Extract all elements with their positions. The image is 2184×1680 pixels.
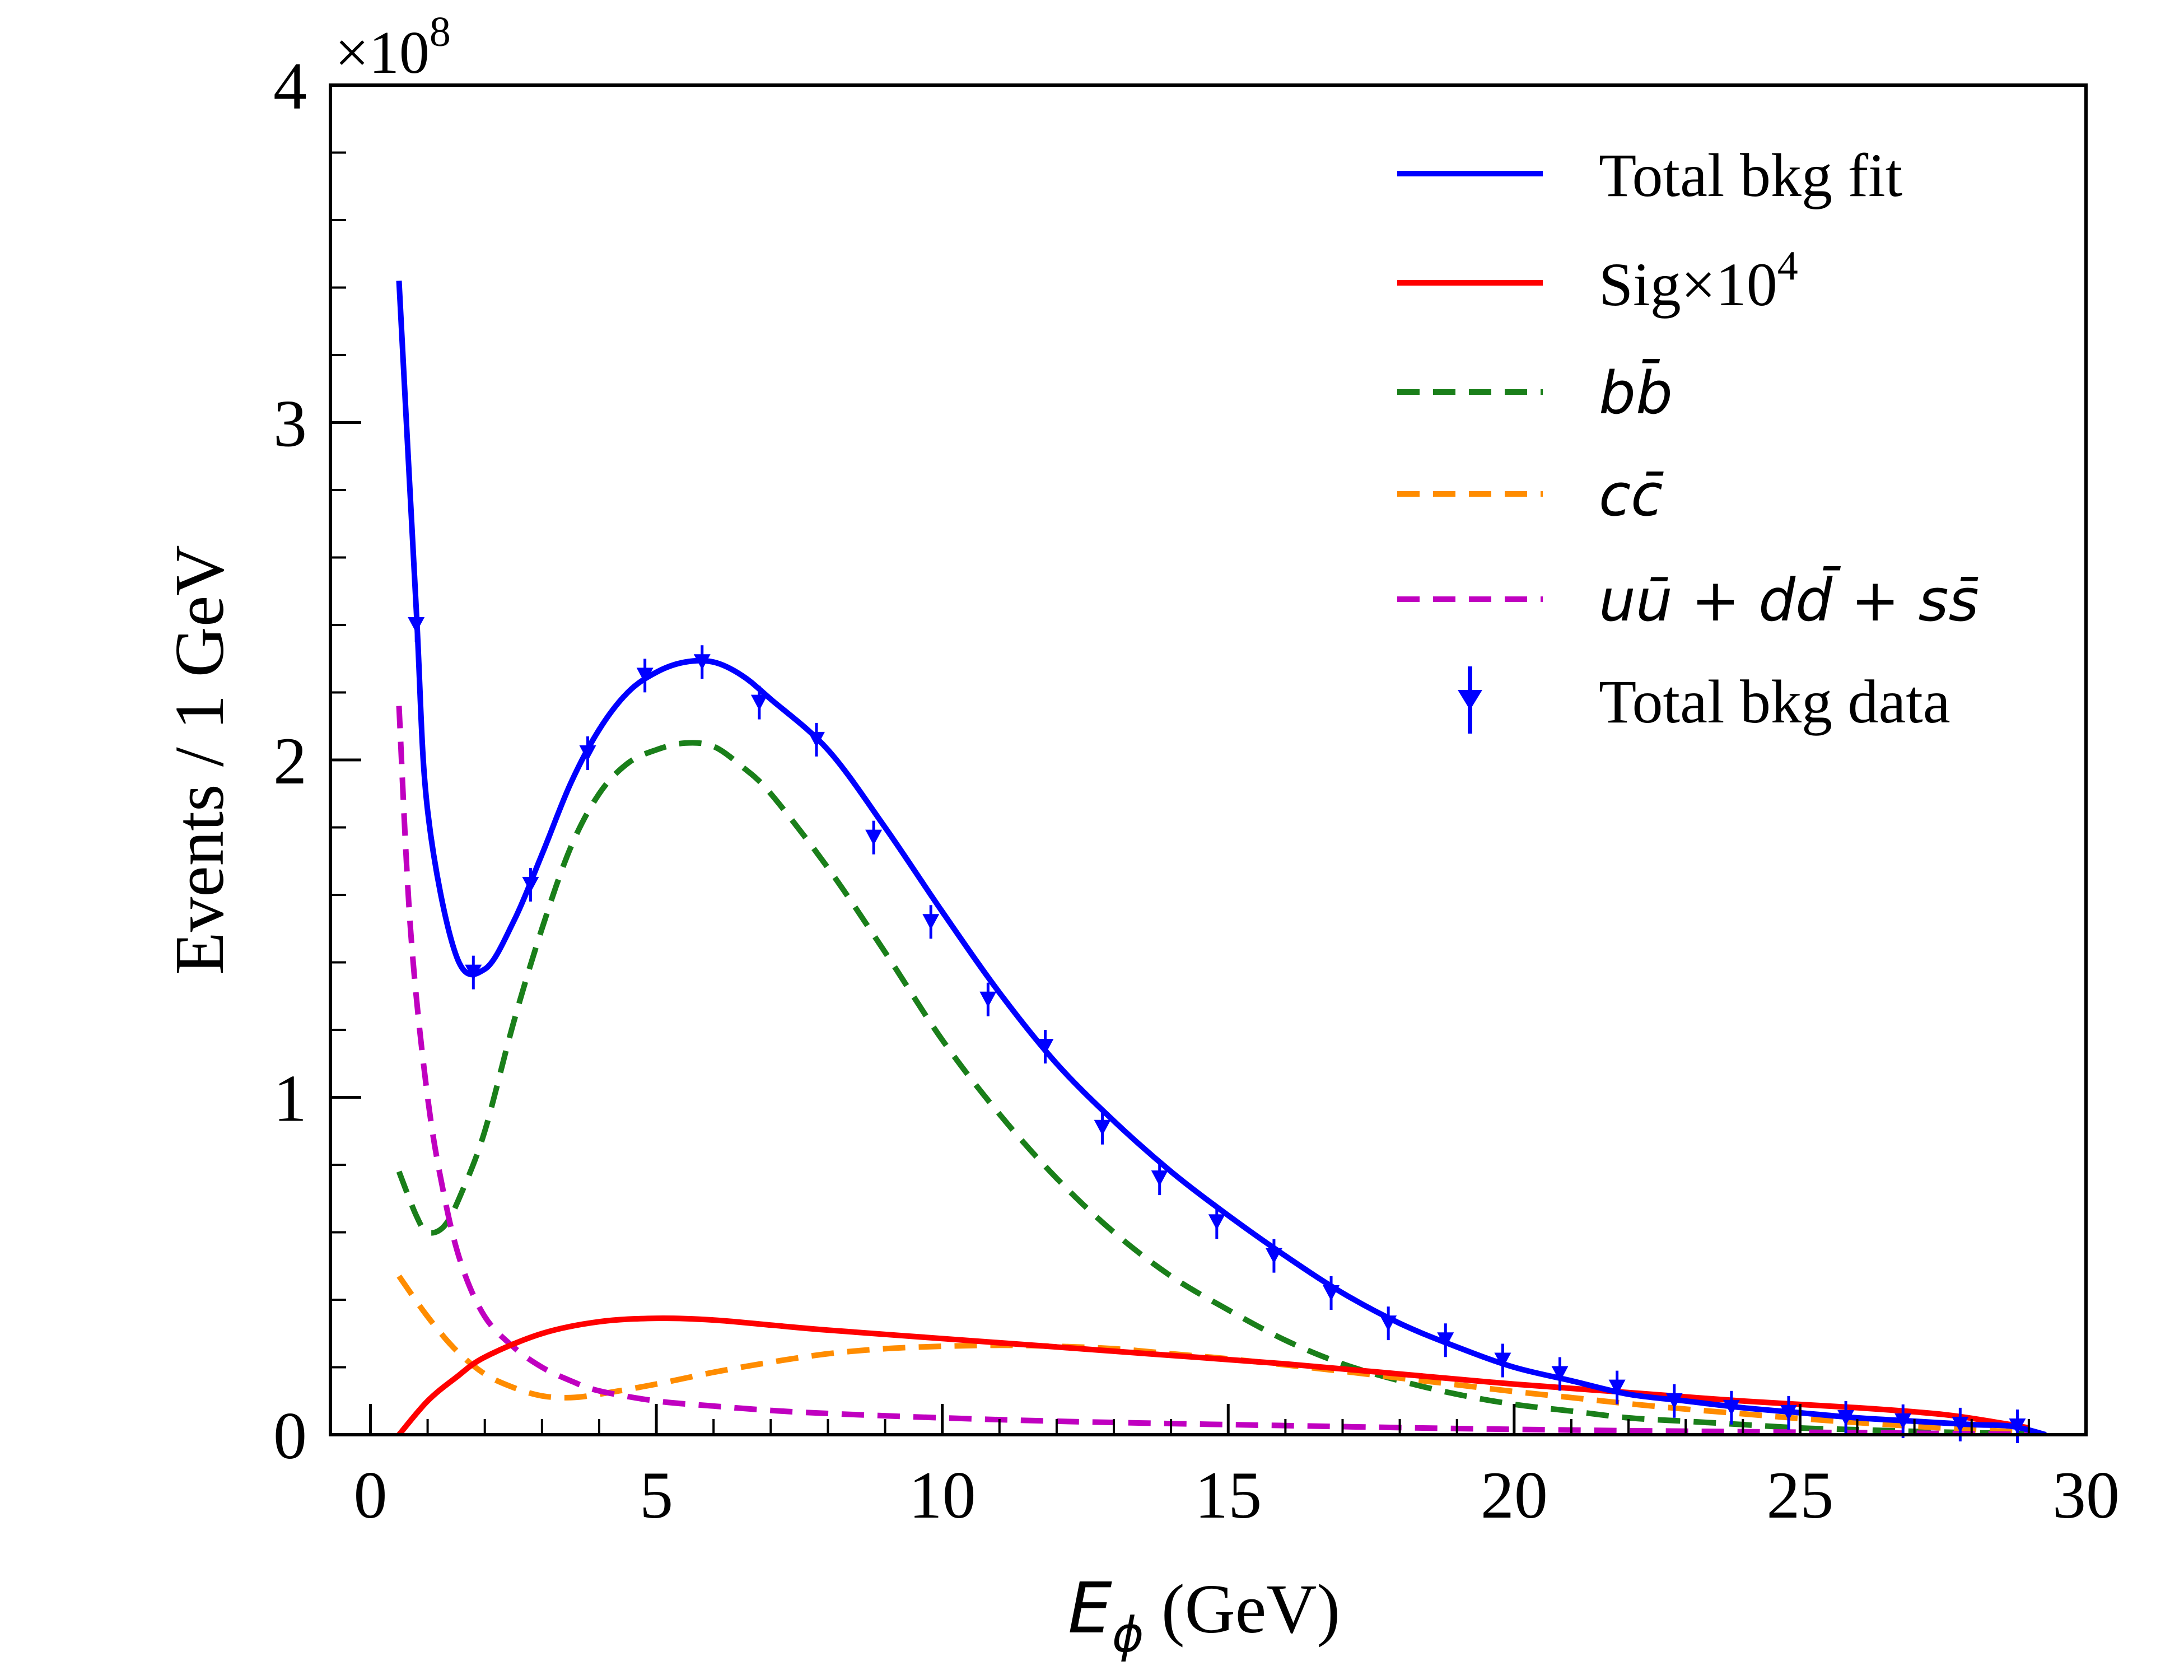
y-tick-label: 2 (273, 724, 307, 798)
data-point (1094, 1119, 1111, 1136)
data-point (1494, 1352, 1511, 1369)
x-tick-label: 10 (909, 1458, 976, 1532)
data-point (522, 876, 539, 893)
x-axis-title-symbol: E (1068, 1568, 1112, 1649)
data-point (922, 914, 940, 930)
data-points-layer (408, 608, 2026, 1443)
series-line-bbbar (396, 740, 2029, 1435)
data-point (1665, 1393, 1683, 1409)
series-line-signal (396, 1315, 2029, 1435)
x-tick-label: 0 (353, 1458, 387, 1532)
data-point (979, 991, 997, 1007)
series-line-light-quarks (396, 706, 2029, 1435)
x-axis-title: Eϕ (GeV) (1068, 1568, 1340, 1663)
data-point (1894, 1413, 1912, 1429)
legend-label-signal-exponent: 4 (1777, 243, 1798, 289)
y-tick-label: 3 (273, 386, 307, 461)
data-point (1323, 1285, 1340, 1301)
data-point (1551, 1366, 1569, 1382)
data-point (1780, 1404, 1797, 1421)
y-tick-label: 0 (273, 1398, 307, 1473)
data-point (579, 745, 596, 761)
data-point (693, 654, 711, 670)
data-point (408, 617, 425, 633)
x-tick-label: 15 (1194, 1458, 1262, 1532)
data-point (1151, 1170, 1168, 1187)
series-layer (396, 281, 2047, 1435)
x-tick-label: 20 (1481, 1458, 1548, 1532)
y-scale-factor-exponent: 8 (430, 8, 451, 55)
legend-label-bbbar: bb̄ (1599, 359, 1673, 427)
data-point (1608, 1379, 1626, 1396)
data-point (1837, 1410, 1855, 1426)
x-tick-label: 25 (1766, 1458, 1833, 1532)
legend-label-data: Total bkg data (1599, 668, 1950, 736)
data-point (1723, 1399, 1740, 1416)
data-point (865, 829, 883, 846)
data-point (1037, 1039, 1054, 1055)
y-axis-title: Events / 1 GeV (161, 545, 239, 974)
axes-layer: 0 5 10 15 20 25 30 0 1 2 3 4 (273, 49, 2120, 1532)
data-point (1952, 1416, 1969, 1432)
series-line-total-bkg-fit (396, 281, 2047, 1435)
legend: Total bkg fit Sig×104 bb̄ cc̄ uū + dd̄ +… (1397, 141, 1979, 736)
plot-frame (329, 83, 2088, 1436)
legend-label-signal: Sig×104 (1599, 243, 1798, 319)
data-point (1437, 1332, 1454, 1348)
data-point (1208, 1214, 1225, 1230)
y-scale-factor: ×108 (335, 8, 451, 86)
y-tick-label: 4 (273, 49, 307, 123)
x-tick-label: 30 (2052, 1458, 2120, 1532)
x-axis-title-subscript: ϕ (1112, 1607, 1144, 1663)
y-tick-label: 1 (273, 1061, 307, 1136)
data-point (1380, 1315, 1397, 1332)
legend-label-total-fit: Total bkg fit (1599, 141, 1902, 209)
data-point (465, 964, 482, 981)
data-point (636, 668, 654, 684)
legend-label-light-quarks: uū + dd̄ + ss̄ (1599, 566, 1979, 634)
legend-swatch-data-marker (1458, 690, 1482, 710)
data-point (1265, 1248, 1282, 1264)
x-tick-label: 5 (640, 1458, 673, 1532)
legend-label-ccbar: cc̄ (1599, 461, 1664, 529)
data-point (750, 694, 768, 711)
data-point (2009, 1418, 2026, 1434)
x-axis-title-unit: (GeV) (1144, 1571, 1341, 1648)
data-point (808, 731, 825, 748)
